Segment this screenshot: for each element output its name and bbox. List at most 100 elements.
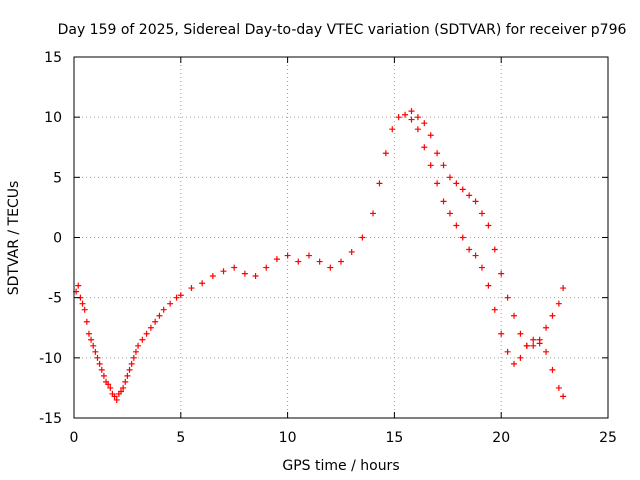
data-point (263, 264, 270, 271)
data-point (199, 280, 206, 287)
data-point (491, 306, 498, 313)
data-point (338, 258, 344, 265)
y-tick-label: 15 (44, 50, 62, 66)
data-point (348, 248, 355, 255)
data-point (90, 342, 97, 349)
data-point (427, 132, 434, 139)
data-point (122, 378, 129, 385)
data-point (167, 300, 174, 307)
y-axis-label: SDTVAR / TECUs (6, 181, 22, 296)
data-point (543, 348, 550, 355)
data-point (543, 324, 550, 331)
data-point (446, 174, 453, 181)
data-point (147, 324, 154, 331)
data-marks (73, 108, 567, 403)
data-point (209, 273, 216, 280)
data-point (478, 210, 485, 217)
y-tick-label: 5 (53, 170, 62, 186)
data-point (434, 150, 441, 157)
data-point (421, 120, 428, 127)
data-point (453, 222, 460, 229)
data-point (517, 354, 524, 361)
x-tick-label: 25 (599, 430, 617, 446)
data-point (472, 198, 479, 205)
data-point (414, 126, 421, 133)
data-point (173, 294, 180, 301)
data-point (295, 258, 302, 265)
data-point (511, 312, 518, 319)
data-point (81, 306, 88, 313)
data-point (408, 108, 415, 115)
chart-title: Day 159 of 2025, Sidereal Day-to-day VTE… (58, 22, 627, 38)
data-point (177, 292, 184, 299)
data-point (252, 273, 259, 280)
x-tick-label: 0 (70, 430, 79, 446)
data-point (359, 234, 366, 241)
data-point (220, 268, 227, 275)
data-point (126, 366, 133, 373)
data-point (188, 285, 195, 292)
data-point (427, 162, 434, 169)
data-point (536, 336, 543, 343)
data-point (466, 192, 473, 199)
data-point (414, 114, 421, 121)
data-point (92, 348, 99, 355)
data-point (555, 384, 562, 391)
data-point (96, 360, 103, 367)
data-point (478, 264, 485, 271)
data-point (241, 270, 248, 277)
data-point (421, 144, 428, 151)
data-point (446, 210, 453, 217)
data-point (530, 342, 537, 349)
data-point (113, 396, 120, 403)
data-point (555, 300, 562, 307)
y-tick-label: 0 (53, 231, 62, 247)
data-point (549, 312, 556, 319)
x-tick-label: 5 (176, 430, 185, 446)
data-point (560, 393, 567, 400)
data-point (273, 256, 280, 263)
data-point (459, 234, 466, 241)
data-point (75, 282, 82, 289)
data-point (117, 388, 124, 395)
y-tick-label: -10 (39, 351, 62, 367)
data-point (124, 372, 131, 379)
data-point (135, 342, 142, 349)
x-tick-label: 10 (279, 430, 297, 446)
data-point (284, 252, 291, 259)
data-point (305, 252, 312, 259)
data-point (498, 330, 505, 337)
data-point (156, 312, 163, 319)
data-point (111, 393, 118, 400)
data-point (504, 348, 511, 355)
data-point (160, 306, 167, 313)
data-point (549, 366, 556, 373)
y-tick-label: 10 (44, 110, 62, 126)
y-tick-label: -5 (48, 291, 62, 307)
data-point (440, 198, 447, 205)
data-point (327, 264, 334, 271)
data-point (459, 186, 466, 193)
data-point (130, 354, 137, 361)
data-point (408, 116, 415, 123)
data-point (376, 180, 383, 187)
data-point (523, 342, 530, 349)
data-point (485, 282, 492, 289)
axis-ticks: 0 5 10 15 20 25 -15 -10 -5 0 5 10 15 (39, 50, 617, 446)
data-point (143, 330, 150, 337)
data-point (382, 150, 389, 157)
data-point (100, 372, 107, 379)
data-point (105, 381, 112, 388)
data-point (504, 294, 511, 301)
x-tick-label: 20 (492, 430, 510, 446)
data-point (107, 384, 114, 391)
data-point (132, 348, 139, 355)
data-point (517, 330, 524, 337)
data-point (316, 258, 323, 265)
data-point (88, 336, 95, 343)
data-point (560, 285, 567, 292)
data-point (83, 318, 90, 325)
data-point (389, 126, 396, 133)
data-point (79, 300, 86, 307)
